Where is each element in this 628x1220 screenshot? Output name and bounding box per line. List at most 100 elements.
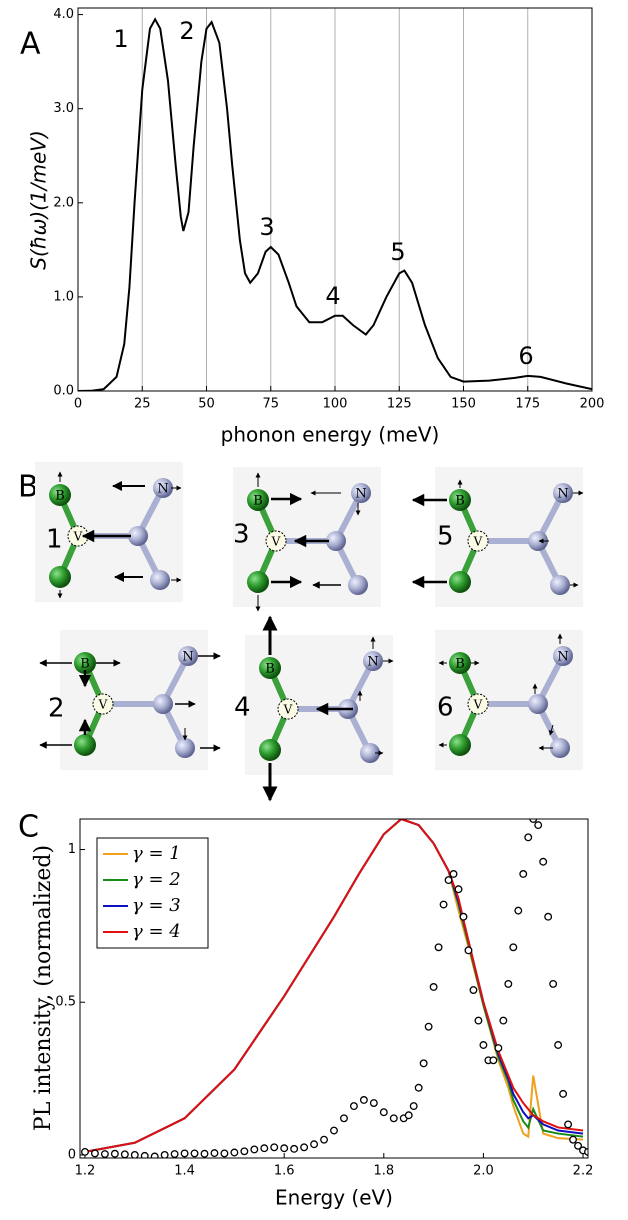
data-point	[449, 870, 458, 878]
data-point	[444, 876, 453, 885]
atom-label: B	[55, 489, 65, 504]
x-tick-label: 1.8	[373, 1164, 394, 1179]
data-point	[110, 1149, 119, 1158]
y-axis-label: S(ħω)(1/meV)	[27, 130, 51, 269]
mode-label: 1	[46, 525, 63, 555]
y-axis-label: PL intensity, (normalized)	[31, 845, 56, 1131]
data-point	[549, 979, 558, 988]
data-point	[210, 1149, 219, 1158]
atom	[178, 646, 198, 666]
x-tick-label: 200	[580, 397, 605, 412]
data-point	[200, 1149, 209, 1158]
x-tick-label: 25	[134, 397, 151, 412]
atom-label: N	[157, 482, 168, 497]
atom	[128, 526, 148, 546]
legend-label: γ = 4	[132, 921, 181, 942]
x-tick-label: 0	[74, 397, 82, 412]
data-point	[414, 1083, 423, 1092]
atom	[153, 694, 173, 714]
x-tick-label: 75	[262, 397, 279, 412]
atom	[348, 575, 368, 595]
atom	[553, 646, 573, 666]
peak-annotation: 1	[113, 25, 128, 53]
atom	[363, 651, 383, 671]
data-point	[544, 912, 553, 921]
mode-diagram: B N V 2	[39, 630, 221, 770]
atom	[449, 734, 471, 756]
x-tick-label: 2.2	[573, 1164, 594, 1179]
displacement-arrow	[548, 724, 554, 736]
atom	[49, 484, 71, 506]
atom-label: B	[455, 657, 465, 672]
atom	[259, 739, 281, 761]
data-point	[474, 1016, 483, 1025]
atom-label: N	[182, 650, 193, 665]
x-tick-label: 50	[198, 397, 215, 412]
y-tick-label: 3.0	[53, 101, 74, 116]
data-point	[499, 1016, 508, 1025]
data-point	[534, 821, 543, 830]
data-point	[160, 1150, 169, 1158]
data-line	[78, 17, 592, 391]
atom	[247, 489, 269, 511]
data-point	[519, 870, 528, 878]
data-point	[514, 906, 523, 915]
mode-label: 4	[234, 693, 251, 723]
atom	[175, 738, 195, 758]
atom-label: B	[455, 494, 465, 509]
data-point	[330, 1126, 338, 1135]
data-point	[429, 983, 438, 991]
atom-label: V	[98, 698, 108, 712]
mode-diagram: B N V 6	[435, 630, 583, 770]
plot-area	[78, 17, 592, 391]
data-point	[539, 857, 548, 866]
atom-label: N	[355, 487, 366, 502]
atom	[528, 531, 548, 551]
data-point	[230, 1148, 239, 1157]
data-point	[90, 1149, 99, 1158]
data-point	[260, 1144, 269, 1153]
data-point	[220, 1149, 229, 1158]
plot-area	[81, 819, 588, 1158]
peak-annotation: 3	[259, 213, 274, 241]
data-point	[439, 900, 448, 909]
data-point	[584, 1147, 588, 1156]
x-tick-label: 175	[515, 397, 540, 412]
atom	[351, 483, 371, 503]
data-point	[340, 1114, 348, 1123]
atom-label: N	[557, 650, 568, 665]
vacancy	[92, 693, 114, 715]
legend-box	[96, 837, 209, 949]
x-tick-label: 1.6	[274, 1164, 295, 1179]
atom	[528, 694, 548, 714]
peak-annotation: 2	[179, 17, 194, 45]
data-point	[564, 1120, 573, 1129]
data-point	[81, 1147, 89, 1156]
atom	[550, 575, 570, 595]
panel-label: B	[18, 470, 39, 505]
data-point	[300, 1143, 309, 1152]
atom-label: B	[80, 657, 90, 672]
data-point	[130, 1150, 139, 1158]
atom-label: B	[265, 662, 275, 677]
atom	[49, 566, 71, 588]
mode-diagram: B N V 3	[233, 467, 381, 612]
data-point	[479, 1041, 488, 1049]
panel-label: C	[18, 810, 39, 845]
data-point	[434, 943, 443, 952]
data-point	[419, 1059, 428, 1068]
data-point	[190, 1149, 199, 1158]
atom	[247, 571, 269, 593]
atom-label: V	[73, 530, 83, 544]
data-point	[424, 1022, 433, 1031]
data-point	[464, 946, 473, 955]
mode-diagram: B N V1	[35, 462, 183, 602]
panel-label: A	[20, 27, 41, 62]
atom-label: V	[473, 535, 483, 549]
legend-label: γ = 1	[132, 843, 181, 864]
data-point	[140, 1151, 149, 1158]
atom	[449, 571, 471, 593]
atom	[449, 489, 471, 511]
atom-label: B	[253, 494, 263, 509]
